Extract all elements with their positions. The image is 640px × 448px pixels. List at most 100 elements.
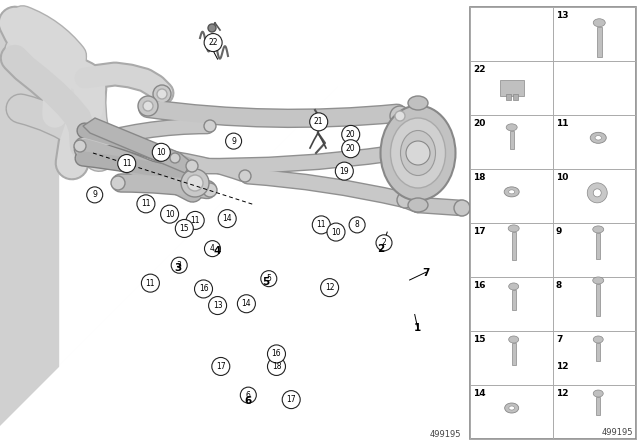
Ellipse shape [509, 406, 515, 410]
Circle shape [240, 171, 250, 181]
Bar [596, 27, 602, 57]
Circle shape [376, 235, 392, 251]
Circle shape [187, 175, 203, 191]
Text: 21: 21 [314, 117, 323, 126]
Circle shape [74, 140, 86, 152]
Circle shape [153, 85, 171, 103]
Ellipse shape [509, 190, 515, 194]
Circle shape [239, 170, 251, 182]
Text: 5: 5 [266, 274, 271, 283]
Ellipse shape [509, 336, 518, 343]
Circle shape [390, 106, 410, 126]
Text: 6: 6 [246, 391, 251, 400]
Circle shape [454, 200, 470, 216]
Text: 13: 13 [556, 11, 568, 20]
Ellipse shape [593, 226, 604, 233]
Text: 8: 8 [556, 281, 562, 290]
Text: 10: 10 [331, 228, 341, 237]
Ellipse shape [508, 225, 519, 232]
Bar [512, 232, 516, 260]
Circle shape [588, 183, 607, 203]
Polygon shape [83, 118, 192, 173]
Circle shape [204, 120, 216, 132]
Text: 18: 18 [272, 362, 281, 371]
Circle shape [237, 295, 255, 313]
Bar [506, 94, 511, 100]
Text: 15: 15 [474, 335, 486, 344]
Text: 7: 7 [556, 335, 563, 344]
Text: 12: 12 [556, 389, 568, 398]
Circle shape [349, 217, 365, 233]
Circle shape [209, 297, 227, 314]
Circle shape [87, 187, 102, 203]
Text: 16: 16 [474, 281, 486, 290]
Circle shape [204, 34, 222, 52]
Text: 10: 10 [156, 148, 166, 157]
Text: 18: 18 [474, 173, 486, 182]
Text: 12: 12 [325, 283, 334, 292]
Circle shape [226, 133, 242, 149]
Circle shape [312, 216, 330, 234]
Text: 4: 4 [214, 246, 221, 256]
Bar [470, 7, 636, 439]
Text: 22: 22 [209, 38, 218, 47]
Text: 5: 5 [262, 277, 269, 287]
Ellipse shape [509, 283, 518, 290]
Text: 19: 19 [339, 167, 349, 176]
Ellipse shape [590, 132, 606, 143]
Circle shape [205, 241, 220, 257]
Text: 8: 8 [355, 220, 360, 229]
Text: 14: 14 [241, 299, 252, 308]
Bar [509, 131, 514, 149]
Text: 11: 11 [146, 279, 155, 288]
Text: 22: 22 [474, 65, 486, 74]
Ellipse shape [593, 336, 604, 343]
Circle shape [175, 220, 193, 237]
Circle shape [170, 153, 180, 163]
Circle shape [327, 223, 345, 241]
Ellipse shape [381, 105, 456, 201]
Circle shape [138, 96, 158, 116]
Ellipse shape [390, 118, 445, 188]
Circle shape [143, 101, 153, 111]
Circle shape [186, 211, 204, 229]
Bar [596, 397, 600, 415]
Circle shape [172, 257, 188, 273]
Text: 2: 2 [381, 238, 387, 247]
Ellipse shape [408, 96, 428, 110]
Circle shape [161, 205, 179, 223]
Circle shape [395, 111, 405, 121]
Text: 14: 14 [474, 389, 486, 398]
Circle shape [218, 210, 236, 228]
Text: 4: 4 [210, 244, 215, 253]
Text: 10: 10 [164, 210, 175, 219]
Bar [512, 290, 516, 310]
Text: 11: 11 [122, 159, 131, 168]
Text: 13: 13 [212, 301, 223, 310]
Circle shape [181, 169, 209, 197]
Text: 499195: 499195 [429, 430, 461, 439]
Text: 16: 16 [198, 284, 209, 293]
Circle shape [397, 192, 413, 208]
Ellipse shape [401, 130, 435, 176]
Text: 9: 9 [556, 227, 563, 236]
Text: 1: 1 [413, 323, 421, 333]
Text: 20: 20 [474, 119, 486, 128]
Text: 17: 17 [474, 227, 486, 236]
Circle shape [118, 155, 136, 172]
Bar [500, 80, 524, 96]
Circle shape [212, 358, 230, 375]
Text: 15: 15 [179, 224, 189, 233]
Text: 17: 17 [286, 395, 296, 404]
Circle shape [321, 279, 339, 297]
Text: 16: 16 [271, 349, 282, 358]
Circle shape [261, 271, 277, 287]
Ellipse shape [595, 136, 602, 140]
Circle shape [310, 113, 328, 131]
Circle shape [406, 141, 430, 165]
Circle shape [241, 387, 256, 403]
Circle shape [195, 280, 212, 298]
Text: 499195: 499195 [602, 428, 634, 437]
Bar [513, 94, 518, 100]
Text: 10: 10 [556, 173, 568, 182]
